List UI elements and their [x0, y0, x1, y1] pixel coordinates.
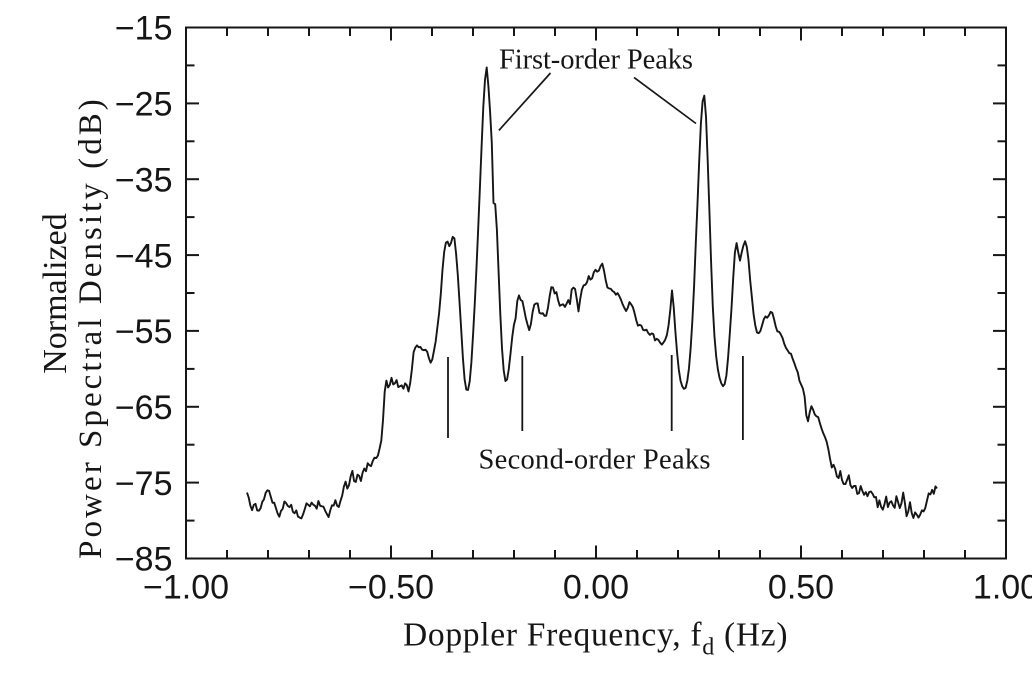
svg-text:0.50: 0.50: [768, 568, 834, 606]
svg-text:−55: −55: [115, 313, 173, 351]
svg-text:−1.00: −1.00: [143, 568, 229, 606]
svg-text:−35: −35: [115, 161, 173, 199]
svg-text:−15: −15: [115, 10, 173, 48]
svg-text:First-order Peaks: First-order Peaks: [499, 45, 693, 76]
svg-text:1.00: 1.00: [973, 568, 1032, 606]
svg-text:−0.50: −0.50: [348, 568, 434, 606]
svg-text:Doppler Frequency, fd (Hz): Doppler Frequency, fd (Hz): [403, 617, 788, 661]
svg-text:−45: −45: [115, 237, 173, 275]
svg-text:Second-order Peaks: Second-order Peaks: [479, 444, 711, 475]
svg-text:−85: −85: [115, 541, 173, 579]
svg-text:0.00: 0.00: [563, 568, 629, 606]
svg-text:−65: −65: [115, 389, 173, 427]
svg-text:Power Spectral Density (dB): Power Spectral Density (dB): [73, 96, 109, 559]
svg-text:−25: −25: [115, 86, 173, 124]
svg-text:−75: −75: [115, 465, 173, 503]
svg-text:Normalized: Normalized: [37, 213, 74, 374]
